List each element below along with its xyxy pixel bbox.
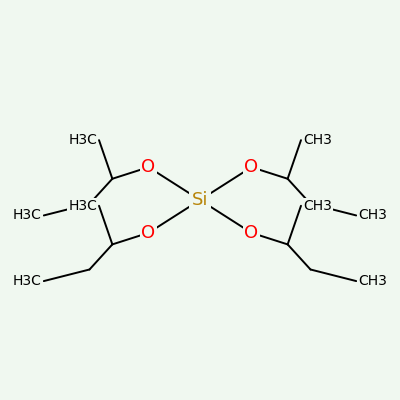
Text: O: O [244,158,258,176]
Text: Si: Si [192,191,208,209]
Text: O: O [142,224,156,242]
Text: H3C: H3C [68,199,97,213]
Text: O: O [142,158,156,176]
Text: CH3: CH3 [358,208,387,222]
Text: CH3: CH3 [303,133,332,147]
Text: H3C: H3C [68,133,97,147]
Text: CH3: CH3 [358,274,387,288]
Text: H3C: H3C [13,208,42,222]
Text: O: O [244,224,258,242]
Text: CH3: CH3 [303,199,332,213]
Text: H3C: H3C [13,274,42,288]
